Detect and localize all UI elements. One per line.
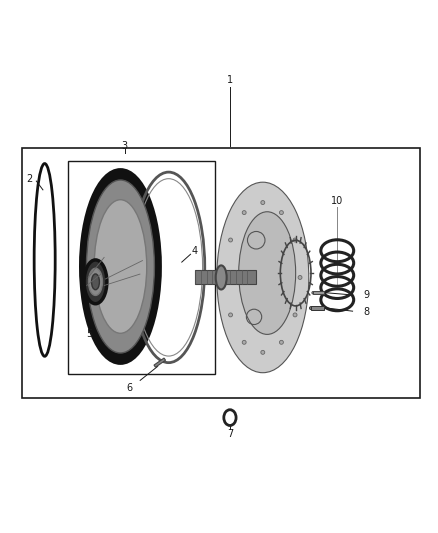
Ellipse shape: [82, 171, 159, 362]
Text: 9: 9: [364, 290, 370, 300]
Bar: [311, 306, 324, 310]
Ellipse shape: [298, 276, 302, 279]
Ellipse shape: [215, 265, 227, 289]
Ellipse shape: [242, 341, 246, 344]
Ellipse shape: [223, 276, 228, 279]
Ellipse shape: [86, 180, 154, 353]
Ellipse shape: [94, 200, 147, 333]
Text: 6: 6: [127, 383, 133, 393]
Ellipse shape: [312, 292, 314, 294]
Text: 5: 5: [87, 329, 93, 340]
Text: 1: 1: [227, 75, 233, 85]
Ellipse shape: [229, 238, 233, 242]
Ellipse shape: [261, 350, 265, 354]
Ellipse shape: [279, 341, 283, 344]
Ellipse shape: [84, 260, 107, 304]
Ellipse shape: [261, 200, 265, 205]
Ellipse shape: [217, 182, 309, 373]
Bar: [22, 148, 420, 398]
Text: 7: 7: [227, 429, 233, 439]
Bar: [68, 161, 215, 374]
Ellipse shape: [279, 211, 283, 215]
Ellipse shape: [293, 313, 297, 317]
Ellipse shape: [239, 212, 296, 334]
Ellipse shape: [293, 238, 297, 242]
Text: 10: 10: [331, 196, 343, 206]
Ellipse shape: [309, 306, 312, 310]
Ellipse shape: [242, 211, 246, 215]
Bar: [313, 292, 324, 294]
Bar: [195, 270, 256, 284]
Ellipse shape: [229, 313, 233, 317]
Ellipse shape: [88, 268, 102, 295]
Ellipse shape: [92, 274, 99, 290]
Bar: [154, 358, 166, 367]
Text: 3: 3: [122, 141, 128, 151]
Text: 8: 8: [364, 307, 370, 317]
Text: 4: 4: [192, 246, 198, 256]
Text: 2: 2: [27, 174, 33, 184]
